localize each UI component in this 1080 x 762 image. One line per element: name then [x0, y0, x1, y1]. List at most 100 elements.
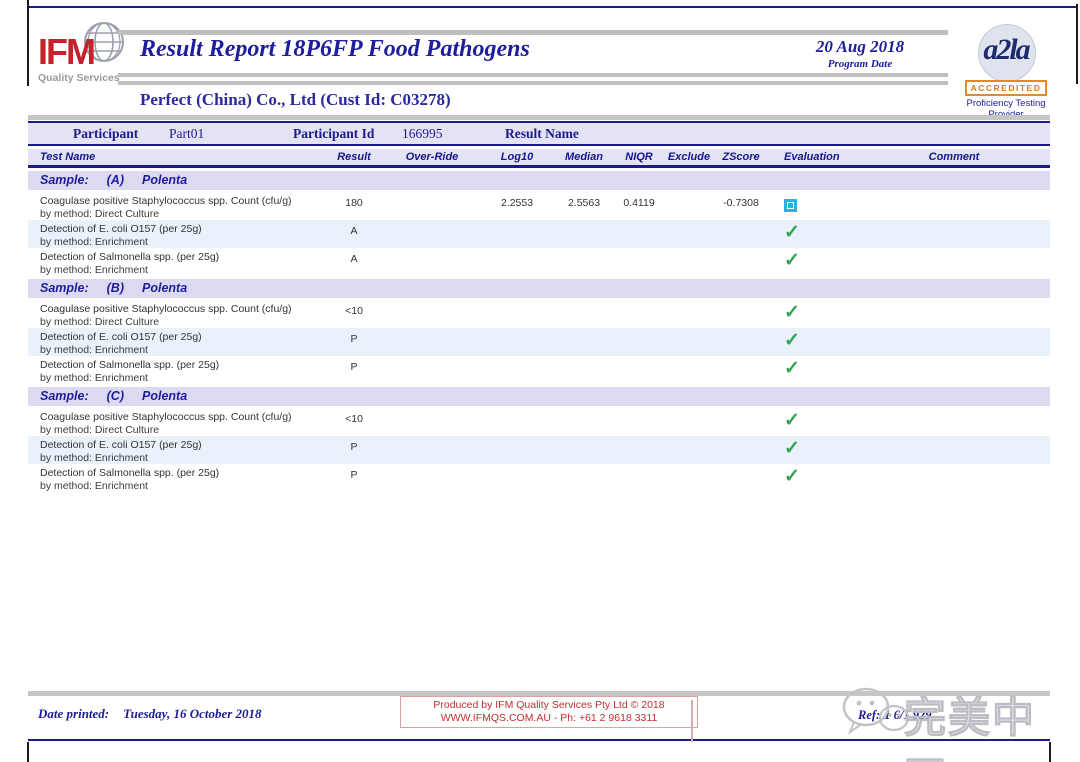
sample-label: Sample:	[40, 281, 89, 295]
results-table-body: Sample: (A) Polenta Coagulase positive Stap…	[28, 168, 1050, 492]
col-comment: Comment	[928, 151, 980, 163]
test-method: by method: Direct Culture	[40, 316, 160, 328]
result-cell: <10	[345, 305, 363, 317]
result-cell: A	[350, 253, 358, 265]
comment-cell	[858, 328, 1050, 357]
produced-by-line2: WWW.IFMQS.COM.AU - Ph: +61 2 9618 3311	[440, 712, 658, 724]
table-row: Coagulase positive Staphylococcus spp. C…	[28, 300, 1050, 328]
log10-cell	[478, 328, 556, 357]
niqr-cell	[612, 328, 666, 357]
override-cell	[386, 300, 478, 329]
test-name-cell: Detection of E. coli O157 (per 25g) by me…	[28, 436, 322, 465]
niqr-cell	[612, 220, 666, 249]
header-divider	[28, 115, 1050, 120]
override-cell	[386, 356, 478, 385]
participant-value: Part01	[169, 126, 205, 141]
participant-id-label: Participant Id	[293, 126, 375, 141]
niqr-cell	[612, 408, 666, 437]
test-name-cell: Coagulase positive Staphylococcus spp. C…	[28, 300, 322, 329]
program-date-block: 20 Aug 2018 Program Date	[790, 37, 930, 70]
col-override: Over-Ride	[405, 151, 459, 163]
evaluation-cell: ✓	[770, 408, 858, 437]
exclude-cell	[666, 192, 712, 221]
comment-cell	[858, 436, 1050, 465]
page-edge-mark	[27, 742, 29, 762]
banner-double-line	[118, 73, 948, 85]
col-test-name: Test Name	[40, 151, 96, 163]
evaluation-cell: ✓	[770, 300, 858, 329]
customer-name: Perfect (China) Co., Ltd (Cust Id: C0327…	[140, 90, 451, 109]
sample-label: Sample:	[40, 389, 89, 403]
program-date-label: Program Date	[827, 58, 893, 70]
test-name-cell: Detection of Salmonella spp. (per 25g) by…	[28, 248, 322, 277]
log10-cell	[478, 220, 556, 249]
median-cell	[556, 300, 612, 329]
override-cell	[386, 248, 478, 277]
log10-cell	[478, 464, 556, 493]
participant-id-value: 166995	[402, 126, 443, 141]
globe-icon	[82, 20, 126, 69]
evaluation-check-icon: ✓	[784, 358, 800, 379]
a2la-accredited-badge: ACCREDITED	[964, 80, 1048, 96]
zscore-cell	[712, 408, 770, 437]
zscore-cell	[712, 220, 770, 249]
col-exclude: Exclude	[667, 151, 711, 163]
exclude-cell	[666, 248, 712, 277]
test-name-cell: Detection of E. coli O157 (per 25g) by me…	[28, 328, 322, 357]
sample-id: (C)	[106, 389, 124, 403]
override-cell	[386, 436, 478, 465]
sample-id: (A)	[106, 173, 124, 187]
test-name: Detection of E. coli O157 (per 25g)	[40, 331, 202, 343]
result-cell: P	[350, 441, 358, 453]
override-cell	[386, 464, 478, 493]
test-name-cell: Coagulase positive Staphylococcus spp. C…	[28, 408, 322, 437]
ifm-logo-text: IFM	[38, 31, 96, 72]
override-cell	[386, 192, 478, 221]
evaluation-cell: ✓	[770, 356, 858, 385]
test-name-cell: Coagulase positive Staphylococcus spp. C…	[28, 192, 322, 221]
result-cell: A	[350, 225, 358, 237]
override-cell	[386, 220, 478, 249]
evaluation-cell: ✓	[770, 436, 858, 465]
page-edge-mark	[27, 0, 29, 86]
evaluation-check-icon: ✓	[784, 410, 800, 431]
col-log10: Log10	[500, 151, 534, 163]
date-printed: Date printed: Tuesday, 16 October 2018	[38, 706, 262, 722]
date-printed-label: Date printed:	[38, 706, 110, 721]
header-thick-rule	[28, 165, 1050, 168]
median-cell	[556, 436, 612, 465]
median-cell	[556, 248, 612, 277]
override-cell	[386, 408, 478, 437]
test-name: Coagulase positive Staphylococcus spp. C…	[40, 411, 292, 423]
table-row: Detection of Salmonella spp. (per 25g) by…	[28, 464, 1050, 492]
banner-top-line	[118, 30, 948, 35]
ifm-logo-tagline: Quality Services	[38, 72, 120, 84]
sample-id: (B)	[106, 281, 124, 295]
median-cell	[556, 408, 612, 437]
sample-section-header: Sample: (B) Polenta	[28, 279, 1050, 298]
comment-cell	[858, 464, 1050, 493]
test-method: by method: Enrichment	[40, 452, 148, 464]
footer-divider	[28, 691, 1050, 696]
produced-by-line1: Produced by IFM Quality Services Pty Ltd…	[433, 699, 665, 711]
zscore-cell	[712, 436, 770, 465]
page-top-rule	[28, 6, 1078, 8]
test-name-cell: Detection of E. coli O157 (per 25g) by me…	[28, 220, 322, 249]
table-row: Coagulase positive Staphylococcus spp. C…	[28, 192, 1050, 220]
test-method: by method: Enrichment	[40, 480, 148, 492]
evaluation-cell: ✓	[770, 464, 858, 493]
evaluation-cell: ✓	[770, 220, 858, 249]
evaluation-check-icon: ✓	[784, 330, 800, 351]
comment-cell	[858, 408, 1050, 437]
page-edge-mark	[1076, 4, 1078, 84]
evaluation-cell: ✓	[770, 328, 858, 357]
test-name: Detection of E. coli O157 (per 25g)	[40, 223, 202, 235]
exclude-cell	[666, 464, 712, 493]
evaluation-check-icon: ✓	[784, 302, 800, 323]
median-cell	[556, 220, 612, 249]
log10-cell	[478, 436, 556, 465]
exclude-cell	[666, 356, 712, 385]
evaluation-cell	[770, 192, 858, 221]
zscore-cell	[712, 464, 770, 493]
